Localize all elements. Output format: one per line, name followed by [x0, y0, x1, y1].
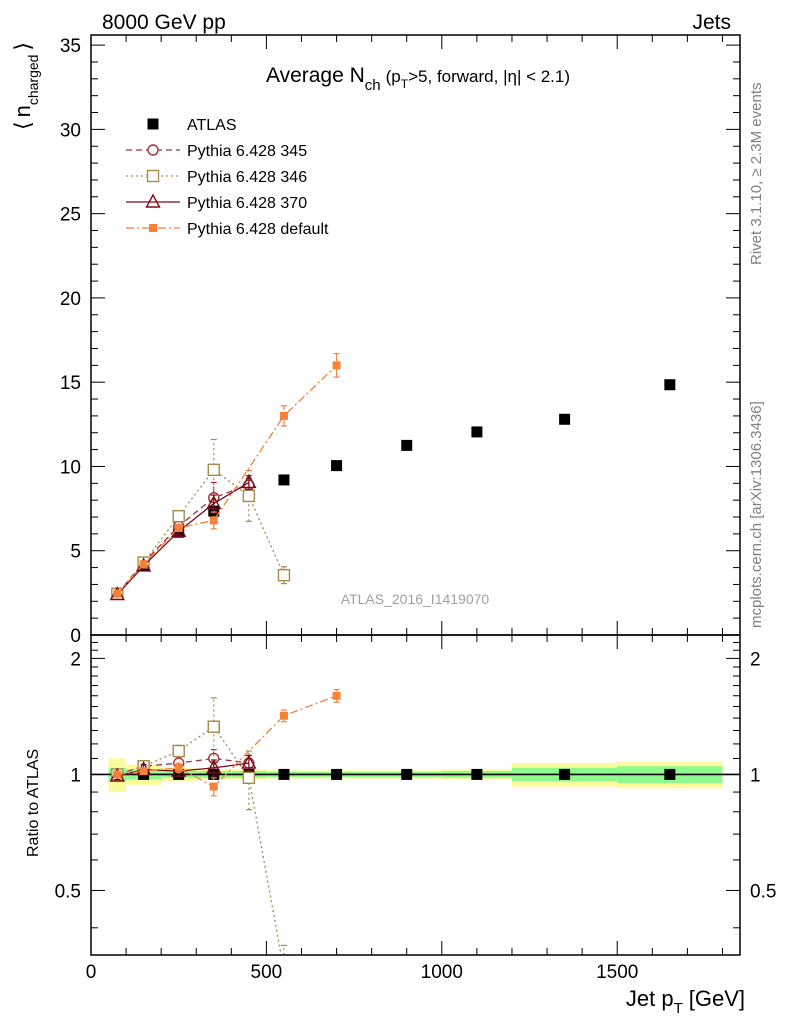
x-axis-label: Jet pT [GeV] [626, 986, 745, 1017]
pdefault-point [279, 411, 288, 420]
pdefault-ratio-point [209, 782, 218, 791]
y-tick-label: 20 [60, 289, 81, 310]
ratio-tick-label-right: 2 [750, 649, 761, 670]
y-axis-label-open: ⟨ [10, 121, 35, 130]
rivet-version-label: Rivet 3.1.10, ≥ 2.3M events [748, 83, 765, 266]
ratio-tick-label-left: 0.5 [55, 881, 81, 902]
y-tick-label: 30 [60, 120, 81, 141]
y-axis-label-main: n [10, 105, 35, 117]
chart-title-sub: ch [365, 77, 381, 94]
p346-line [116, 468, 285, 595]
p345-line [116, 484, 250, 595]
legend-label-p370: Pythia 6.428 370 [187, 195, 307, 212]
svg-text:⟨ncharged⟩: ⟨ ncharged ⟩ [10, 42, 41, 130]
atlas-ratio-point [278, 768, 290, 780]
y-tick-label: 35 [60, 36, 81, 57]
x-tick-label: 1000 [421, 962, 463, 983]
chart-title-rest-b: >5, forward, |η| < 2.1) [408, 67, 570, 86]
axis-tick-labels: 0 500 1000 1500 0 5 10 15 20 25 30 35 0.5 0.5 1 1 2 2 [55, 36, 777, 983]
pdefault-ratio-point [174, 763, 183, 772]
atlas-ratio-point [471, 768, 483, 780]
legend-marker-p370 [145, 193, 161, 208]
p370-point [241, 474, 257, 489]
pdefault-point [139, 560, 148, 569]
pdefault-ratio-point [139, 767, 148, 776]
y-tick-label: 15 [60, 373, 81, 394]
p346-point [242, 489, 256, 503]
ratio-panel-series [109, 688, 676, 955]
x-axis-label-main: Jet p [626, 986, 674, 1011]
legend-label-p346: Pythia 6.428 346 [187, 169, 307, 186]
y-tick-label: 10 [60, 457, 81, 478]
atlas-point [559, 413, 571, 425]
x-tick-label: 500 [251, 962, 283, 983]
p370-point [206, 495, 222, 510]
x-axis-label-rest: [GeV] [689, 986, 745, 1011]
main-panel-series [109, 352, 676, 601]
p346-point [277, 568, 291, 582]
x-tick-label: 1500 [596, 962, 638, 983]
y-axis-label-close: ⟩ [10, 42, 35, 51]
analysis-id-label: ATLAS_2016_I1419070 [341, 591, 490, 607]
ratio-y-axis-label: Ratio to ATLAS [25, 749, 42, 857]
ratio-tick-label-left: 1 [70, 765, 81, 786]
p346-ratio-point [207, 720, 220, 733]
ratio-tick-label-right: 1 [750, 765, 761, 786]
pdefault-point [113, 589, 122, 598]
axis-ticks [90, 35, 740, 955]
p370-ratio-point [206, 759, 222, 774]
y-tick-label: 5 [70, 542, 81, 563]
atlas-ratio-point [331, 768, 343, 780]
header-right-label: Jets [692, 11, 731, 34]
y-tick-label: 25 [60, 205, 81, 226]
chart-title: Average Nch (pT>5, forward, |η| < 2.1) [266, 64, 570, 94]
p370-ratio-point [241, 754, 257, 769]
legend-label-pdefault: Pythia 6.428 default [187, 221, 329, 238]
header-left-label: 8000 GeV pp [102, 11, 226, 34]
mcplots-label: mcplots.cern.ch [arXiv:1306.3436] [748, 401, 765, 628]
y-tick-label: 0 [70, 626, 81, 647]
atlas-point [471, 426, 483, 438]
atlas-ratio-point [559, 768, 571, 780]
p346-ratio-point [242, 771, 256, 785]
x-axis-label-sub: T [674, 1000, 683, 1017]
legend-marker-p346 [146, 169, 160, 183]
legend-marker-atlas [147, 118, 159, 130]
atlas-ratio-point [664, 768, 676, 780]
pdefault-ratio-point [332, 691, 341, 700]
legend: ATLAS Pythia 6.428 345 Pythia 6.428 346 Pyt… [126, 117, 329, 238]
legend-label-atlas: ATLAS [187, 117, 237, 134]
panel-frames [90, 34, 741, 956]
chart-title-main: Average N [266, 64, 365, 87]
chart-title-rest-a: (p [386, 67, 401, 86]
atlas-ratio-point [401, 768, 413, 780]
chart-title-rest-sub: T [401, 77, 409, 91]
legend-label-p345: Pythia 6.428 345 [187, 143, 307, 160]
legend-marker-p345 [147, 144, 159, 156]
pdefault-ratio-point [279, 711, 288, 720]
legend-marker-pdefault [149, 224, 157, 232]
atlas-point [664, 379, 676, 391]
p346-ratio-point [172, 744, 185, 758]
pdefault-line [116, 364, 338, 595]
atlas-point [401, 439, 413, 451]
ratio-tick-label-left: 2 [70, 649, 81, 670]
pdefault-point [332, 361, 341, 370]
pdefault-point [174, 523, 183, 532]
atlas-point [278, 474, 290, 486]
uncertainty-bands [108, 758, 723, 793]
y-axis-label: ⟨ ncharged ⟩ [10, 42, 41, 130]
ratio-panel-frame [90, 634, 741, 956]
atlas-point [331, 460, 343, 472]
pdefault-point [209, 516, 218, 525]
p346-point [207, 463, 220, 477]
ratio-tick-label-right: 0.5 [750, 881, 776, 902]
pdefault-ratio-point [113, 770, 122, 779]
p346-point [172, 509, 185, 523]
y-axis-label-sub: charged [25, 55, 41, 106]
x-tick-label: 0 [86, 962, 97, 983]
pdefault-ratio-line [117, 695, 337, 788]
p370-line [116, 481, 250, 595]
